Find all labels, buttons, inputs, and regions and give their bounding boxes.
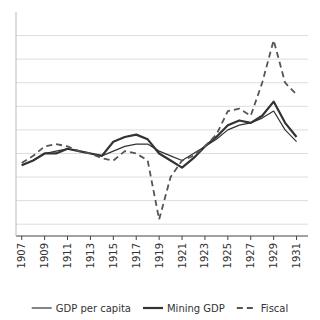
grid-line [16,106,308,107]
x-tick-label: 1929 [268,243,279,268]
grid [16,36,308,225]
series-line [22,40,297,219]
legend-swatch [32,307,52,308]
lines [22,40,297,219]
x-tick-label: 1931 [291,243,302,268]
x-tick-label: 1907 [16,243,27,268]
x-tick-label: 1919 [154,243,165,268]
legend-label: Fiscal [261,303,288,314]
x-tick [250,236,251,240]
legend-swatch [237,307,257,309]
x-tick [227,236,228,240]
x-tick [90,236,91,240]
grid-line [16,82,308,83]
x-tick [136,236,137,240]
grid-line [16,129,308,130]
legend-label: Mining GDP [167,303,225,314]
grid-line [16,35,308,36]
x-axis: 1907 1909 1911 1913 1915 1917 1919 1921 1923 1925… [16,236,302,268]
x-tick [44,236,45,240]
x-tick [182,236,183,240]
x-tick [204,236,205,240]
grid-line [16,177,308,178]
x-tick-label: 1925 [222,243,233,268]
x-axis-line [16,236,308,237]
x-tick-label: 1915 [108,243,119,268]
x-tick [67,236,68,240]
x-tick [273,236,274,240]
series-line [22,102,297,168]
y-axis-line [16,12,17,236]
x-tick-label: 1927 [245,243,256,268]
legend: GDP per capita Mining GDP Fiscal [32,303,289,314]
x-tick-label: 1923 [199,243,210,268]
x-tick [113,236,114,240]
x-tick-label: 1917 [131,243,142,268]
x-tick [21,236,22,240]
x-tick-label: 1921 [177,243,188,268]
x-tick-label: 1909 [39,243,50,268]
legend-swatch [143,307,163,309]
x-tick-label: 1913 [85,243,96,268]
chart: 1907 1909 1911 1913 1915 1917 1919 1921 1923 1925… [0,0,320,320]
grid-line [16,224,308,225]
x-tick-label: 1911 [62,243,73,268]
grid-line [16,200,308,201]
legend-label: GDP per capita [56,303,131,314]
grid-line [16,59,308,60]
x-tick [296,236,297,240]
x-tick [159,236,160,240]
